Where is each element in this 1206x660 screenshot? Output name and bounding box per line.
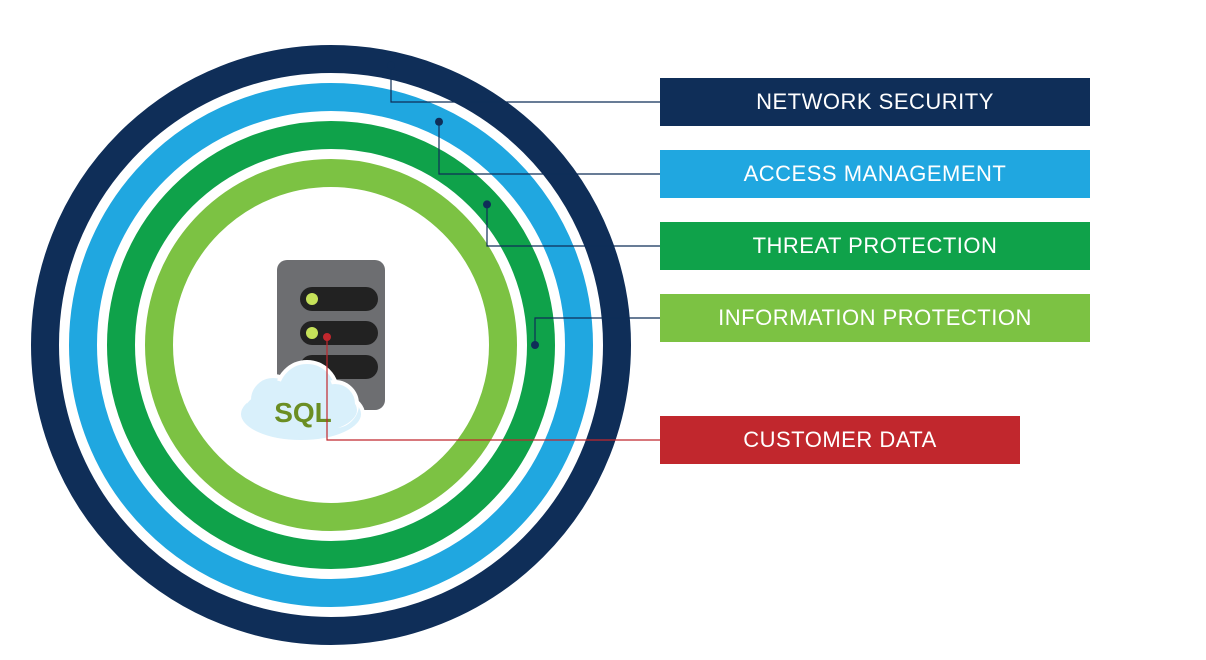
- label-information-protection: INFORMATION PROTECTION: [660, 294, 1090, 342]
- svg-text:SQL: SQL: [274, 397, 332, 428]
- label-access-management: ACCESS MANAGEMENT: [660, 150, 1090, 198]
- label-network-security: NETWORK SECURITY: [660, 78, 1090, 126]
- label-customer-data: CUSTOMER DATA: [660, 416, 1020, 464]
- security-layers-diagram: SQL NETWORK SECURITY ACCESS MANAGEMENT T…: [0, 0, 1206, 660]
- label-threat-protection: THREAT PROTECTION: [660, 222, 1090, 270]
